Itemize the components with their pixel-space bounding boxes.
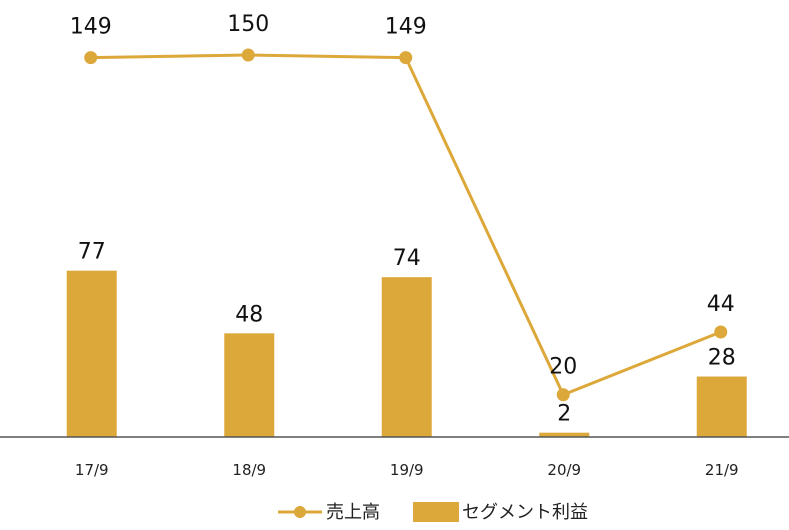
line-point-17-9 <box>84 51 98 65</box>
line-point-21-9 <box>714 325 728 339</box>
bar-value-label: 74 <box>393 246 421 271</box>
x-tick-label: 21/9 <box>705 461 739 479</box>
line-value-label: 149 <box>70 15 112 40</box>
legend: 売上高 セグメント利益 <box>278 502 588 523</box>
bar-value-label: 48 <box>235 302 263 327</box>
data-labels-layer: 77 48 74 2 28 149 150 149 20 44 <box>70 12 736 427</box>
legend-label-line: 売上高 <box>326 502 380 523</box>
line-value-label: 44 <box>707 292 735 317</box>
line-point-18-9 <box>241 48 255 62</box>
line-point-20-9 <box>556 388 570 402</box>
line-value-label: 149 <box>385 15 427 40</box>
bar-value-label: 28 <box>708 346 736 371</box>
line-series-layer <box>84 48 728 402</box>
line-value-label: 150 <box>227 12 269 37</box>
x-tick-label: 20/9 <box>547 461 581 479</box>
x-tick-label: 18/9 <box>232 461 266 479</box>
bar-21-9 <box>696 376 747 437</box>
bar-series-layer <box>66 270 747 437</box>
bar-value-label: 2 <box>557 402 571 427</box>
x-tick-label: 19/9 <box>390 461 424 479</box>
line-point-19-9 <box>399 51 413 65</box>
bar-19-9 <box>381 277 432 437</box>
bar-17-9 <box>66 270 117 437</box>
bar-20-9 <box>539 432 590 437</box>
legend-bar-swatch <box>413 502 459 522</box>
bar-value-label: 77 <box>78 240 106 265</box>
legend-label-bar: セグメント利益 <box>462 502 588 523</box>
x-tick-labels-layer: 17/9 18/9 19/9 20/9 21/9 <box>75 461 739 479</box>
legend-line-marker <box>294 506 306 518</box>
line-value-label: 20 <box>549 355 577 380</box>
x-tick-label: 17/9 <box>75 461 109 479</box>
bar-18-9 <box>224 333 275 437</box>
